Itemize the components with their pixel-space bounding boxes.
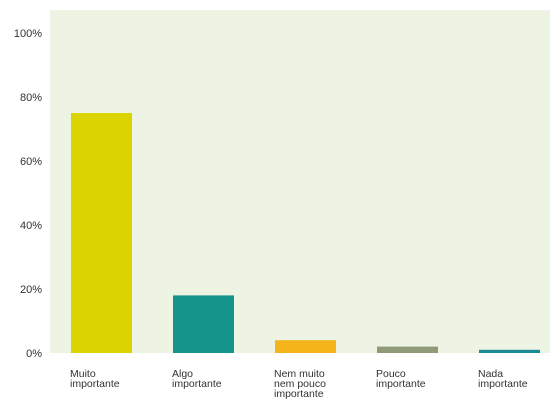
y-tick-label: 20%: [20, 284, 42, 296]
y-tick-label: 0%: [26, 348, 42, 360]
y-tick-label: 40%: [20, 220, 42, 232]
x-axis-labels: Muito importante Algo importante Nem muito ne…: [70, 368, 528, 400]
y-axis-ticks: 0% 20% 40% 60% 80% 100%: [14, 28, 42, 360]
x-tick-label: Algo importante: [172, 368, 222, 390]
plot-area: [50, 10, 550, 353]
x-tick-label: Pouco importante: [376, 368, 426, 390]
y-tick-label: 60%: [20, 156, 42, 168]
x-tick-label: Nem muito nem pouco importante: [274, 368, 326, 400]
x-tick-label: Nada importante: [478, 368, 528, 390]
y-tick-label: 100%: [14, 28, 42, 40]
bar: [71, 113, 132, 353]
bar: [377, 346, 438, 353]
x-tick-label: Muito importante: [70, 368, 120, 390]
bar: [173, 295, 234, 353]
y-tick-label: 80%: [20, 92, 42, 104]
bar: [479, 349, 540, 353]
bar: [275, 340, 336, 353]
bars: [71, 113, 540, 353]
